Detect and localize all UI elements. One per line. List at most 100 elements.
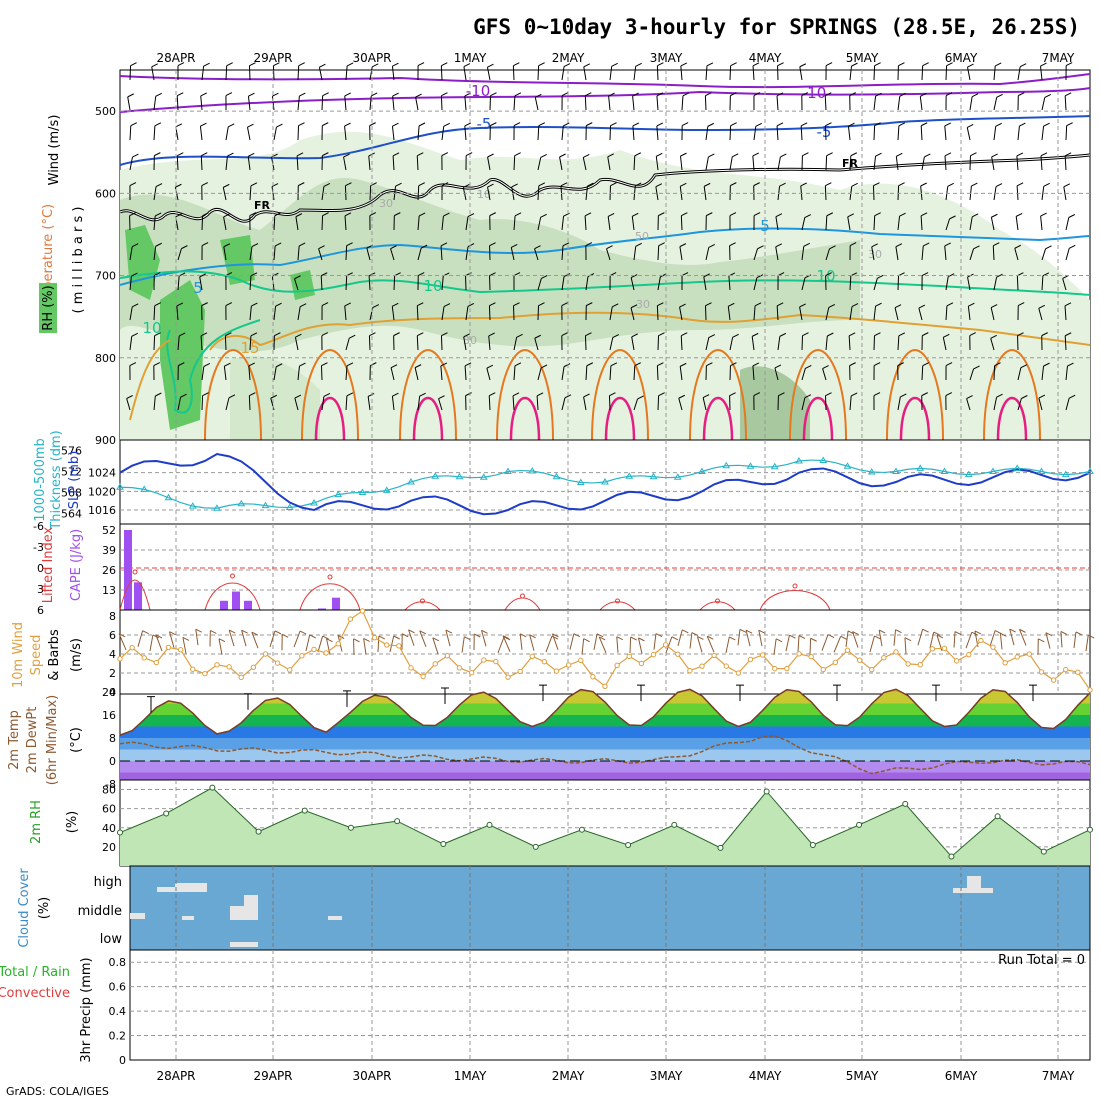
upper-barb-flag xyxy=(967,63,974,68)
upper-barb-flag xyxy=(990,334,997,339)
upper-barb-flag xyxy=(851,303,859,308)
cape-label: CAPE (J/kg) xyxy=(69,529,84,601)
temp2m-label-b: 2m DewPt xyxy=(25,707,40,774)
upper-barb-flag xyxy=(777,62,784,67)
thickness-marker xyxy=(819,456,828,463)
wind-speed-marker xyxy=(1038,669,1045,675)
upper-barb-flag xyxy=(586,302,593,307)
upper-barb xyxy=(1065,217,1070,231)
upper-barb xyxy=(129,125,132,141)
upper-barb xyxy=(632,95,635,111)
upper-barb-flag xyxy=(1021,395,1028,399)
upper-barb-flag xyxy=(154,122,162,127)
upper-barb-flag xyxy=(228,394,236,399)
upper-barb-flag xyxy=(489,392,496,397)
temp-band xyxy=(120,738,1090,750)
upper-barb xyxy=(825,248,830,261)
wind-speed-marker xyxy=(335,641,341,647)
upper-barb xyxy=(679,366,683,381)
upper-barb-flag xyxy=(298,122,305,127)
upper-barb-flag xyxy=(202,392,209,397)
upper-barb-flag xyxy=(679,362,687,367)
wind-barb xyxy=(706,635,715,653)
wind-speed-marker xyxy=(917,662,923,668)
wind-speed-marker xyxy=(759,652,766,658)
upper-barb-flag xyxy=(805,364,812,369)
wind-barb-flag xyxy=(473,633,481,638)
upper-barb xyxy=(534,97,539,111)
upper-barb xyxy=(752,155,755,171)
upper-barb xyxy=(537,217,542,231)
upper-barb xyxy=(849,155,852,171)
upper-barb xyxy=(199,276,203,291)
upper-barb xyxy=(849,275,852,291)
upper-barb-flag xyxy=(779,182,786,187)
wind-barb xyxy=(773,638,777,655)
thickness-marker xyxy=(1061,470,1070,478)
date-label-bottom: 3MAY xyxy=(650,1069,683,1083)
upper-barb xyxy=(129,336,133,351)
wind-barb xyxy=(745,630,751,647)
upper-barb-flag xyxy=(201,152,208,157)
upper-barb-flag xyxy=(346,362,354,367)
upper-barb-flag xyxy=(971,182,978,187)
upper-barb-flag xyxy=(296,152,304,157)
upper-barb-flag xyxy=(535,93,542,98)
upper-barb xyxy=(1016,275,1019,291)
upper-barb-flag xyxy=(631,333,638,338)
upper-barb-flag xyxy=(345,182,352,187)
upper-barb xyxy=(1041,248,1047,261)
wind-tick-label: 6 xyxy=(109,629,116,642)
upper-barb xyxy=(249,305,252,321)
upper-barb-flag xyxy=(703,273,711,278)
wind-speed-marker xyxy=(541,659,548,665)
wind-barb xyxy=(677,629,683,646)
upper-barb xyxy=(201,215,204,231)
upper-barb-flag xyxy=(851,182,858,187)
upper-barb-flag xyxy=(728,302,735,307)
upper-barb-flag xyxy=(513,122,521,127)
upper-barb xyxy=(1041,97,1046,111)
upper-barb-flag xyxy=(1042,272,1050,277)
upper-barb-flag xyxy=(1069,244,1076,249)
upper-barb xyxy=(969,96,973,111)
upper-barb-flag xyxy=(369,122,376,127)
wind-barb xyxy=(1045,632,1051,649)
wind-speed-marker xyxy=(844,647,851,653)
wind-speed-marker xyxy=(675,651,681,657)
upper-barb xyxy=(297,306,301,321)
li-marker xyxy=(792,583,798,589)
upper-barb xyxy=(993,126,997,141)
upper-barb-flag xyxy=(990,304,998,309)
upper-barb-flag xyxy=(730,92,737,97)
upper-barb-flag xyxy=(440,242,448,247)
upper-barb-flag xyxy=(825,272,832,277)
upper-barb xyxy=(368,335,371,351)
rh-marker xyxy=(763,788,770,795)
upper-barb-flag xyxy=(467,213,475,217)
upper-barb xyxy=(680,65,683,81)
upper-barb xyxy=(344,215,347,231)
upper-barb-flag xyxy=(155,92,162,97)
upper-barb-flag xyxy=(443,212,450,217)
temp-tick-label: 8 xyxy=(109,732,116,745)
isotherm-plus10 xyxy=(119,270,1091,296)
thickness-marker xyxy=(795,457,803,464)
wind-barb-flag xyxy=(1000,632,1007,637)
rh-line xyxy=(119,787,1091,858)
upper-barb-flag xyxy=(298,62,305,67)
upper-barb-flag xyxy=(177,92,184,97)
upper-barb-flag xyxy=(921,272,929,277)
upper-barb xyxy=(464,95,467,111)
upper-barb xyxy=(487,186,491,201)
li-marker xyxy=(715,598,720,604)
wind-barb-flag xyxy=(363,638,370,642)
upper-barb-flag xyxy=(420,244,428,249)
li-curve xyxy=(119,579,151,611)
upper-barb xyxy=(177,397,182,411)
upper-barb xyxy=(775,246,779,261)
upper-barb xyxy=(465,306,469,321)
upper-barb-flag xyxy=(896,152,903,157)
upper-barb xyxy=(918,307,923,321)
wind-speed-marker xyxy=(214,662,220,668)
